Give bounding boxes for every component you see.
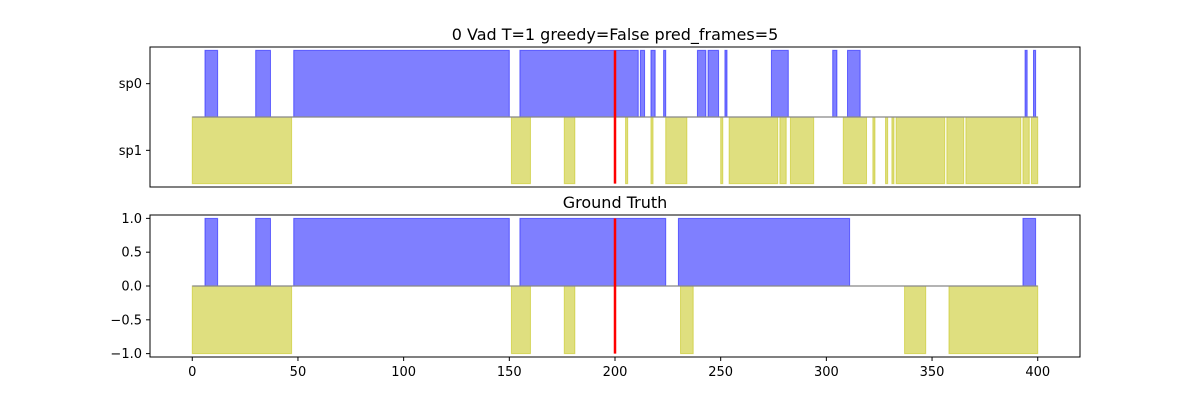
sp1-segment (779, 116, 787, 185)
sp0-segment (204, 217, 219, 287)
sp1-segment (895, 116, 946, 185)
sp0-segment (519, 217, 667, 287)
ground-truth-plot-area (191, 217, 1039, 355)
y-tick-label: 0.0 (121, 280, 142, 295)
x-tick-label: 0 (188, 365, 196, 380)
sp0-segment (696, 49, 707, 118)
ground-truth-panel: Ground Truth 1.0 0.5 0.0 −0.5 −1.0 0 50 100 150 2… (110, 193, 1081, 380)
sp1-segment (191, 116, 293, 185)
sp1-segment (650, 116, 654, 185)
sp1-segment (842, 116, 868, 185)
vad-prediction-axes: sp0 sp1 (119, 46, 1081, 188)
x-tick-label: 250 (708, 365, 733, 380)
sp1-segment (510, 116, 531, 185)
vad-prediction-panel: 0 Vad T=1 greedy=False pred_frames=5 sp0… (119, 25, 1081, 188)
sp1-segment (563, 116, 576, 185)
sp0-segment (677, 217, 851, 287)
sp0-segment (293, 217, 510, 287)
sp1-segment (789, 116, 815, 185)
sp1-segment (625, 116, 629, 185)
sp1-segment (510, 285, 531, 355)
axes-frame (149, 46, 1081, 188)
x-tick-label: 100 (391, 365, 416, 380)
sp1-segment (1030, 116, 1039, 185)
vad-prediction-plot-area (191, 49, 1039, 185)
ground-truth-title: Ground Truth (563, 193, 668, 212)
sp1-segment (680, 285, 694, 355)
x-tick-label: 350 (920, 365, 945, 380)
sp0-segment (255, 49, 271, 118)
x-tick-label: 400 (1025, 365, 1050, 380)
sp0-segment (519, 49, 639, 118)
sp0-segment (847, 49, 861, 118)
sp0-segment (639, 49, 646, 118)
sp0-segment (663, 49, 667, 118)
sp1-segment (563, 285, 576, 355)
sp1-segment (720, 116, 724, 185)
sp0-segment (1022, 217, 1037, 287)
y-tick-label: −1.0 (110, 347, 142, 362)
sp0-segment (293, 49, 510, 118)
x-tick-label: 150 (497, 365, 522, 380)
y-tick-label: sp0 (119, 77, 142, 92)
y-tick-label: 1.0 (121, 212, 142, 227)
x-tick-label: 300 (814, 365, 839, 380)
x-tick-label: 200 (603, 365, 628, 380)
sp0-segment (650, 49, 656, 118)
sp0-segment (255, 217, 271, 287)
sp0-segment (770, 49, 789, 118)
sp1-segment (946, 116, 965, 185)
y-tick-label: −0.5 (110, 313, 142, 328)
sp1-segment (885, 116, 889, 185)
sp1-segment (1022, 116, 1030, 185)
ground-truth-axes: 1.0 0.5 0.0 −0.5 −1.0 0 50 100 150 200 250 300 350 40… (110, 212, 1081, 380)
sp1-segment (948, 285, 1039, 355)
x-tick-label: 50 (290, 365, 307, 380)
sp1-segment (191, 285, 293, 355)
vad-prediction-title: 0 Vad T=1 greedy=False pred_frames=5 (452, 25, 779, 45)
sp0-segment (1033, 49, 1037, 118)
sp1-segment (665, 116, 688, 185)
sp1-segment (872, 116, 876, 185)
sp0-segment (204, 49, 219, 118)
sp0-segment (724, 49, 728, 118)
sp0-segment (1024, 49, 1028, 118)
y-tick-label: 0.5 (121, 246, 142, 261)
sp1-segment (965, 116, 1022, 185)
sp0-segment (832, 49, 838, 118)
sp1-segment (891, 116, 895, 185)
y-tick-label: sp1 (119, 144, 142, 159)
sp1-segment (904, 285, 927, 355)
sp1-segment (728, 116, 779, 185)
sp0-segment (707, 49, 720, 118)
